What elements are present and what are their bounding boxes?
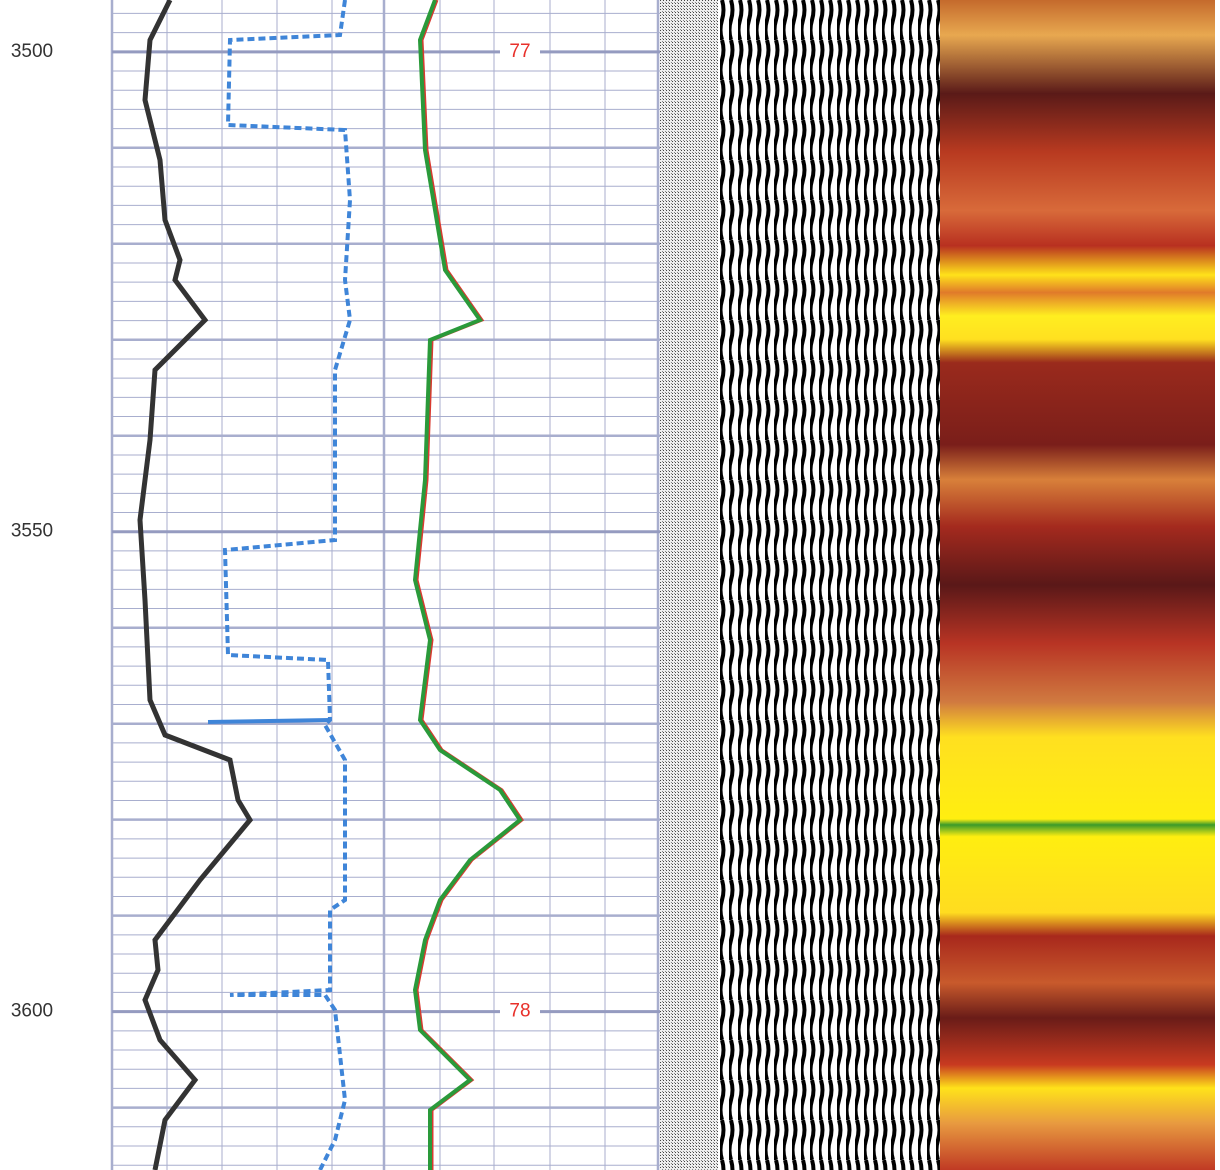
grid (110, 0, 660, 1170)
image-track (940, 0, 1215, 1170)
black-curve (137, 0, 254, 1170)
red-curve (415, 0, 525, 1170)
annotation-bg (500, 999, 540, 1024)
y-tick-label: 3500 (11, 41, 53, 62)
blue-dashed-curve (222, 0, 353, 1170)
y-tick-label: 3550 (11, 521, 53, 542)
stipple-track (660, 0, 718, 1170)
green-curve (412, 0, 523, 1170)
y-tick-label: 3600 (11, 1001, 53, 1022)
blue-segment (207, 718, 331, 724)
annotation-bg (500, 39, 540, 64)
labels: 3500 3550 3600 77 78 (11, 39, 540, 1024)
annotation: 77 (509, 41, 530, 62)
waveform-track (718, 0, 940, 1170)
annotation: 78 (509, 1001, 530, 1022)
